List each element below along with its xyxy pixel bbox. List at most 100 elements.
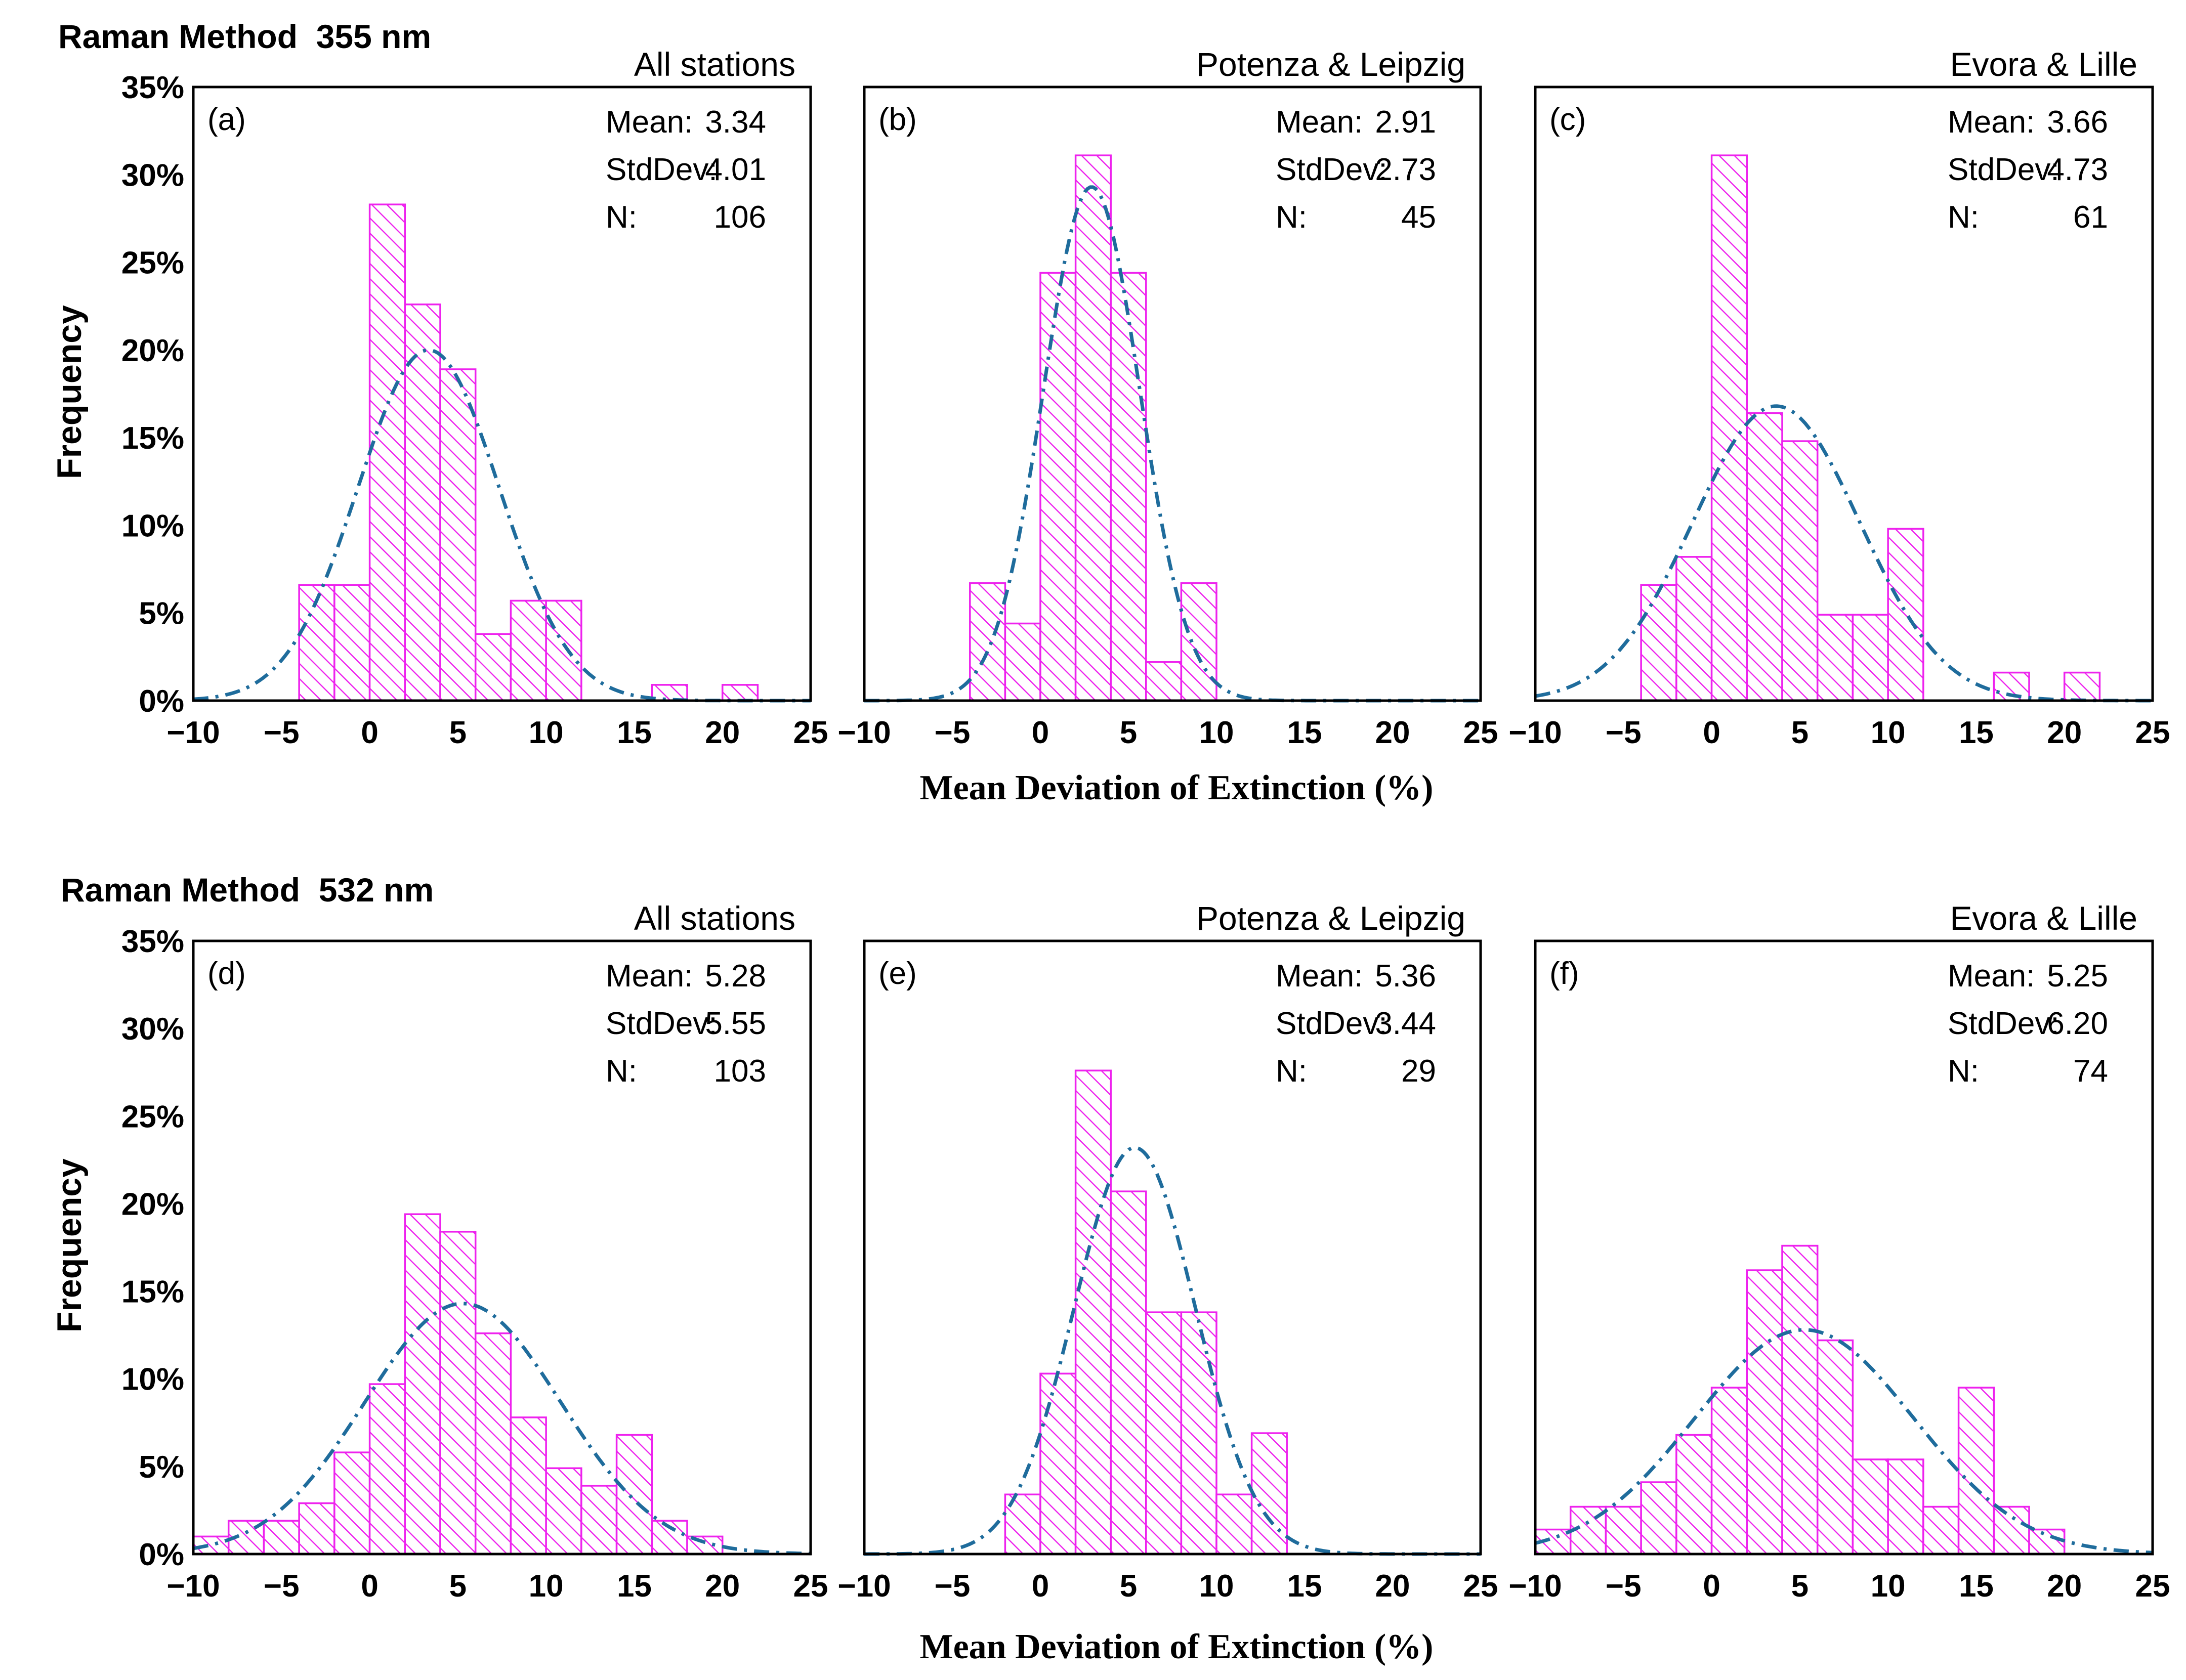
histogram-bar <box>298 1502 335 1555</box>
x-tick-label: 10 <box>529 1569 564 1604</box>
panel-f: Evora & Lille (f) Mean: 5.25 StdDev:6.20 N: 74… <box>1508 899 2170 1604</box>
histogram-bar <box>1640 584 1677 702</box>
x-tick-label: 0 <box>1032 715 1049 750</box>
histogram-bar <box>1746 1269 1783 1555</box>
panel-letter: (e) <box>878 956 917 991</box>
histogram-bar <box>1074 154 1112 702</box>
x-tick-label: 10 <box>1871 1569 1906 1604</box>
fit-curve <box>1535 404 2153 703</box>
histogram-bar <box>1250 1432 1288 1555</box>
stat-label: Mean: <box>1948 959 2035 994</box>
x-tick-label: 20 <box>705 1569 740 1604</box>
stat-value: 4.01 <box>705 152 766 187</box>
panel-b: Potenza & Leipzig (b) Mean: 2.91 StdDev:2.73… <box>837 46 1498 750</box>
histogram-bar <box>404 1213 441 1555</box>
stat-label: StdDev: <box>1948 152 2059 187</box>
y-tick-label: 30% <box>121 158 184 193</box>
stat-value: 5.28 <box>705 959 766 994</box>
x-tick-label: −10 <box>1508 715 1562 750</box>
histogram-bar <box>1852 614 1889 702</box>
y-tick-label: 25% <box>121 1099 184 1134</box>
y-tick-label: 10% <box>121 508 184 543</box>
histogram-bar <box>263 1520 300 1555</box>
y-tick-label: 25% <box>121 246 184 281</box>
histogram-bar <box>1781 440 1819 702</box>
stat-value: 61 <box>2073 200 2108 235</box>
plot-frame <box>1534 939 2154 1556</box>
x-tick-label: 25 <box>2135 1569 2170 1604</box>
histogram-bar <box>192 1535 230 1555</box>
panel-c: Evora & Lille (c) Mean: 3.66 StdDev:4.73 N: 61… <box>1508 46 2170 750</box>
stat-label: Mean: <box>606 959 693 994</box>
x-tick-label: 5 <box>449 715 467 750</box>
histogram-bar <box>1215 1493 1253 1555</box>
group-label: Potenza & Leipzig <box>1196 46 1465 83</box>
panel-a: All stations (a) Mean: 3.34 StdDev:4.01 N: 106… <box>121 46 828 750</box>
histogram-bar <box>1004 622 1041 702</box>
x-tick-label: −5 <box>264 715 300 750</box>
x-tick-label: 5 <box>449 1569 467 1604</box>
stat-label: StdDev: <box>1276 152 1388 187</box>
row-title-532: Raman Method 532 nm <box>61 871 434 909</box>
histogram-bar <box>1781 1244 1819 1555</box>
stat-label: N: <box>1276 1054 1307 1089</box>
x-tick-label: 10 <box>529 715 564 750</box>
stat-label: N: <box>606 200 637 235</box>
stat-value: 103 <box>714 1054 766 1089</box>
stat-label: N: <box>1948 1054 1979 1089</box>
y-tick-label: 20% <box>121 1187 184 1222</box>
stat-value: 5.25 <box>2047 959 2108 994</box>
histogram-bar <box>510 599 547 702</box>
histogram-bar <box>439 1231 477 1555</box>
x-tick-label: 25 <box>2135 715 2170 750</box>
y-axis-label-top: Frequency <box>50 305 89 479</box>
x-tick-label: 15 <box>617 715 652 750</box>
y-tick-label: 0% <box>139 1537 184 1572</box>
histogram-bar <box>1710 154 1748 702</box>
histogram-bar <box>1640 1481 1677 1555</box>
histogram-bar <box>1675 1434 1713 1555</box>
histogram-bar <box>368 1383 406 1555</box>
stat-value: 3.66 <box>2047 105 2108 140</box>
histogram-bar <box>333 584 371 702</box>
histogram-bar <box>651 684 688 702</box>
x-tick-label: 20 <box>1375 715 1410 750</box>
stat-value: 2.73 <box>1375 152 1436 187</box>
stat-label: Mean: <box>606 105 693 140</box>
x-tick-label: −10 <box>837 1569 891 1604</box>
y-tick-label: 20% <box>121 333 184 368</box>
x-axis-label-top: Mean Deviation of Extinction (%) <box>920 768 1434 807</box>
x-tick-label: 0 <box>1703 715 1720 750</box>
x-tick-label: 25 <box>1463 715 1498 750</box>
x-tick-label: 10 <box>1199 715 1234 750</box>
row-title-355: Raman Method 355 nm <box>58 18 431 55</box>
histogram-bar <box>474 1332 512 1555</box>
histogram-bar <box>1887 1458 1924 1555</box>
y-tick-label: 30% <box>121 1012 184 1047</box>
x-tick-label: 25 <box>1463 1569 1498 1604</box>
histogram-bar <box>1675 556 1713 702</box>
x-tick-label: −5 <box>935 1569 971 1604</box>
histogram-bar <box>721 684 759 702</box>
fit-curve <box>864 1146 1481 1556</box>
stat-value: 6.20 <box>2047 1006 2108 1041</box>
histogram-bar <box>969 582 1006 702</box>
plot-frame <box>863 85 1482 702</box>
histogram-bar <box>2063 671 2101 702</box>
histogram-bar <box>368 203 406 702</box>
x-tick-label: 0 <box>1032 1569 1049 1604</box>
plot-frame <box>1534 85 2154 702</box>
x-tick-label: −5 <box>935 715 971 750</box>
x-tick-label: 25 <box>793 1569 828 1604</box>
y-tick-label: 5% <box>139 596 184 631</box>
x-tick-label: 5 <box>1791 1569 1809 1604</box>
histogram-bar <box>1852 1458 1889 1555</box>
histogram-bar <box>439 368 477 702</box>
x-tick-label: 5 <box>1120 1569 1137 1604</box>
group-label: Evora & Lille <box>1950 46 2137 83</box>
panel-letter: (d) <box>207 956 246 991</box>
panel-letter: (c) <box>1549 102 1586 137</box>
group-label: All stations <box>634 899 795 937</box>
